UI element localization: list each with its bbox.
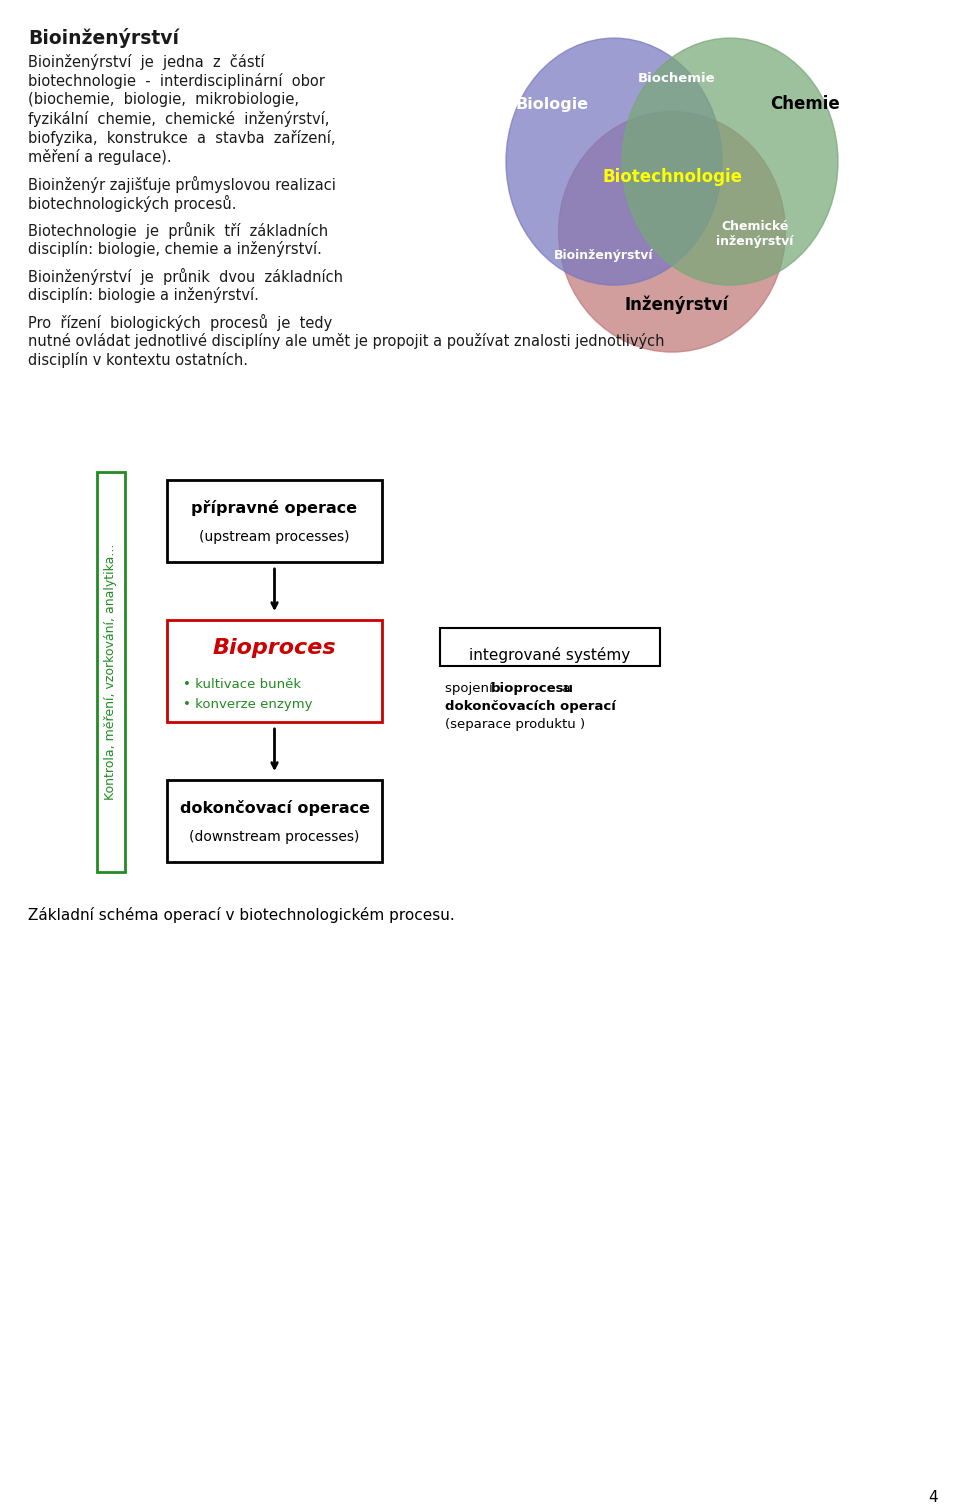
Ellipse shape bbox=[559, 111, 785, 352]
Ellipse shape bbox=[622, 38, 838, 286]
Text: Bioinženýr zajišťuje průmyslovou realizaci: Bioinženýr zajišťuje průmyslovou realiza… bbox=[28, 176, 336, 193]
Ellipse shape bbox=[506, 38, 722, 286]
Text: Bioinženýrství: Bioinženýrství bbox=[554, 248, 654, 262]
Text: disciplín: biologie a inženýrství.: disciplín: biologie a inženýrství. bbox=[28, 287, 259, 302]
Text: Biochemie: Biochemie bbox=[638, 72, 716, 84]
Text: Základní schéma operací v biotechnologickém procesu.: Základní schéma operací v biotechnologic… bbox=[28, 907, 455, 923]
Text: Chemie: Chemie bbox=[770, 95, 840, 113]
Text: nutné ovládat jednotlivé disciplíny ale umět je propojit a používat znalosti jed: nutné ovládat jednotlivé disciplíny ale … bbox=[28, 332, 664, 349]
Bar bbox=[167, 480, 382, 562]
Text: Pro  řízení  biologických  procesů  je  tedy: Pro řízení biologických procesů je tedy bbox=[28, 314, 332, 331]
Text: biotechnologie  -  interdisciplinární  obor: biotechnologie - interdisciplinární obor bbox=[28, 74, 324, 89]
Text: fyzikální  chemie,  chemické  inženýrství,: fyzikální chemie, chemické inženýrství, bbox=[28, 111, 329, 126]
Text: Bioproces: Bioproces bbox=[213, 638, 336, 659]
Text: (downstream processes): (downstream processes) bbox=[189, 830, 360, 844]
Text: biotechnologických procesů.: biotechnologických procesů. bbox=[28, 196, 236, 212]
Text: • kultivace buněk: • kultivace buněk bbox=[183, 678, 301, 690]
Text: Bioinženýrství  je  průnik  dvou  základních: Bioinženýrství je průnik dvou základních bbox=[28, 268, 343, 286]
Text: disciplín v kontextu ostatních.: disciplín v kontextu ostatních. bbox=[28, 352, 248, 368]
Text: a: a bbox=[558, 681, 570, 695]
Text: Bioinženýrství  je  jedna  z  částí: Bioinženýrství je jedna z částí bbox=[28, 54, 265, 71]
Text: Biologie: Biologie bbox=[516, 96, 588, 111]
Text: disciplín: biologie, chemie a inženýrství.: disciplín: biologie, chemie a inženýrstv… bbox=[28, 241, 322, 257]
Text: (separace produktu ): (separace produktu ) bbox=[445, 717, 586, 731]
Text: Bioinženýrství: Bioinženýrství bbox=[28, 29, 179, 48]
Text: Biotechnologie: Biotechnologie bbox=[602, 168, 742, 186]
Bar bbox=[167, 781, 382, 862]
Text: (upstream processes): (upstream processes) bbox=[200, 529, 349, 544]
Text: (biochemie,  biologie,  mikrobiologie,: (biochemie, biologie, mikrobiologie, bbox=[28, 92, 299, 107]
Text: Inženýrství: Inženýrství bbox=[625, 295, 729, 314]
Bar bbox=[167, 620, 382, 722]
Bar bbox=[97, 472, 125, 872]
Text: přípravné operace: přípravné operace bbox=[191, 499, 357, 516]
Text: Chemické
inženýrství: Chemické inženýrství bbox=[716, 221, 794, 248]
Text: spojení: spojení bbox=[445, 681, 497, 695]
Text: Kontrola, měření, vzorkování, analytika...: Kontrola, měření, vzorkování, analytika.… bbox=[105, 544, 117, 800]
Text: Biotechnologie  je  průnik  tří  základních: Biotechnologie je průnik tří základních bbox=[28, 223, 328, 239]
Text: dokončovací operace: dokončovací operace bbox=[180, 800, 370, 817]
Text: biofyzika,  konstrukce  a  stavba  zařízení,: biofyzika, konstrukce a stavba zařízení, bbox=[28, 129, 335, 146]
Text: 4: 4 bbox=[928, 1490, 938, 1504]
Text: integrované systémy: integrované systémy bbox=[469, 647, 631, 663]
Text: bioprocesu: bioprocesu bbox=[491, 681, 574, 695]
Text: měření a regulace).: měření a regulace). bbox=[28, 149, 172, 165]
Text: dokončovacích operací: dokončovacích operací bbox=[445, 699, 616, 713]
Bar bbox=[440, 629, 660, 666]
Text: • konverze enzymy: • konverze enzymy bbox=[183, 698, 313, 711]
